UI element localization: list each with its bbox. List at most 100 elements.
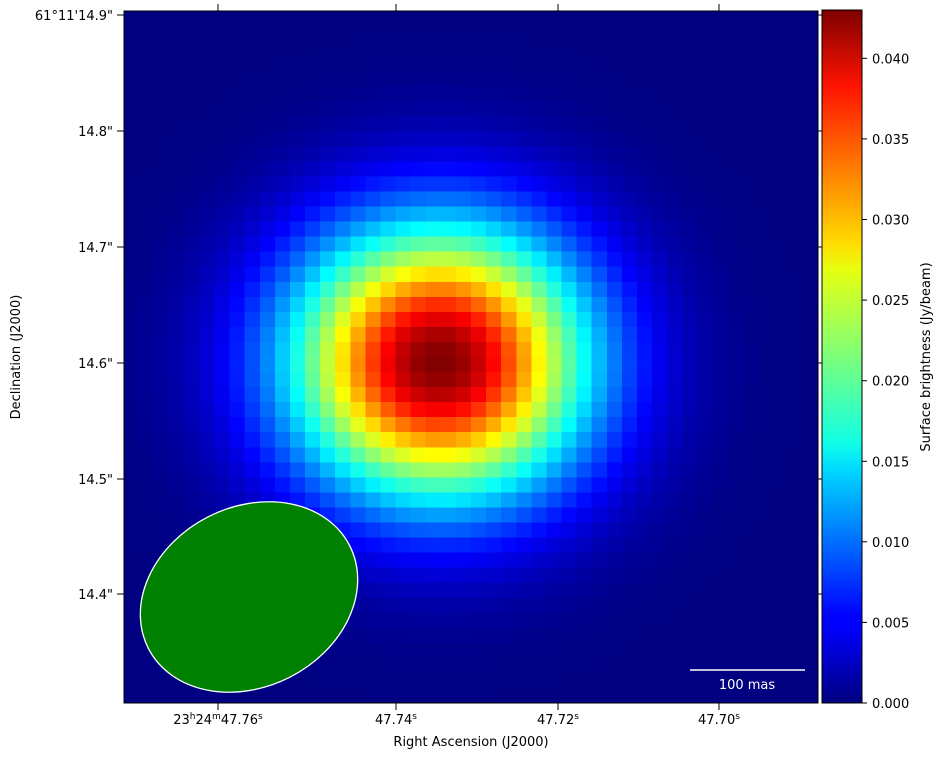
heatmap-cell [787, 642, 804, 659]
heatmap-cell [621, 387, 638, 403]
heatmap-cell [682, 672, 698, 689]
heatmap-cell [682, 341, 698, 358]
heatmap-cell [516, 221, 532, 238]
heatmap-cell [350, 311, 366, 328]
heatmap-cell [305, 447, 321, 463]
heatmap-cell [214, 417, 231, 433]
heatmap-cell [425, 567, 442, 584]
heatmap-cell [229, 161, 246, 178]
heatmap-cell [742, 191, 759, 208]
heatmap-cell [455, 522, 472, 539]
heatmap-cell [169, 26, 185, 42]
heatmap-cell [440, 687, 457, 703]
heatmap-cell [576, 71, 593, 87]
heatmap-cell [410, 417, 427, 433]
heatmap-cell [621, 627, 638, 644]
heatmap-cell [229, 266, 246, 283]
heatmap-cell [636, 462, 653, 478]
heatmap-cell [561, 507, 578, 524]
heatmap-cell [652, 597, 668, 614]
heatmap-cell [576, 552, 593, 569]
heatmap-cell [289, 131, 306, 147]
heatmap-cell [636, 71, 653, 87]
heatmap-cell [531, 522, 548, 539]
heatmap-cell [455, 56, 472, 72]
heatmap-cell [501, 402, 517, 418]
heatmap-cell [380, 56, 397, 72]
heatmap-cell [576, 161, 593, 178]
heatmap-cell [365, 26, 382, 42]
heatmap-cell [154, 341, 170, 358]
heatmap-cell [772, 492, 789, 509]
heatmap-cell [697, 597, 713, 614]
heatmap-cell [229, 341, 246, 358]
heatmap-cell [335, 311, 351, 328]
y-tick-label: 14.5" [78, 473, 113, 488]
heatmap-cell [501, 86, 517, 102]
heatmap-cell [471, 462, 487, 478]
heatmap-cell [425, 402, 442, 418]
heatmap-cell [546, 311, 563, 328]
heatmap-cell [546, 266, 563, 283]
heatmap-cell [667, 387, 683, 403]
heatmap-cell [410, 296, 427, 313]
heatmap-cell [697, 311, 713, 328]
heatmap-cell [425, 341, 442, 358]
heatmap-cell [802, 432, 818, 448]
heatmap-cell [350, 71, 366, 87]
heatmap-cell [606, 236, 623, 253]
heatmap-cell [531, 236, 548, 253]
heatmap-cell [546, 221, 563, 238]
heatmap-cell [229, 131, 246, 147]
heatmap-cell [727, 11, 744, 27]
heatmap-cell [636, 552, 653, 569]
heatmap-cell [757, 372, 774, 388]
heatmap-cell [757, 26, 774, 42]
heatmap-cell [742, 462, 759, 478]
heatmap-cell [259, 236, 276, 253]
heatmap-cell [531, 597, 548, 614]
heatmap-cell [772, 402, 789, 418]
heatmap-cell [380, 221, 397, 238]
heatmap-cell [425, 387, 442, 403]
heatmap-cell [274, 477, 291, 493]
heatmap-cell [335, 492, 351, 509]
heatmap-cell [621, 582, 638, 599]
heatmap-cell [772, 56, 789, 72]
heatmap-cell [727, 372, 744, 388]
heatmap-cell [350, 251, 366, 268]
heatmap-cell [576, 26, 593, 42]
heatmap-cell [682, 357, 698, 373]
heatmap-cell [425, 266, 442, 283]
heatmap-cell [229, 176, 246, 193]
heatmap-cell [365, 537, 382, 554]
heatmap-cell [320, 86, 336, 102]
heatmap-cell [229, 11, 246, 27]
heatmap-cell [787, 657, 804, 674]
heatmap-cell [440, 71, 457, 87]
heatmap-cell [305, 26, 321, 42]
heatmap-cell [531, 311, 548, 328]
heatmap-cell [335, 341, 351, 358]
heatmap-cell [591, 642, 608, 659]
x-axis [217, 4, 720, 710]
heatmap-cell [802, 281, 818, 298]
heatmap-cell [802, 582, 818, 599]
heatmap-cell [124, 387, 140, 403]
heatmap-cell [350, 296, 366, 313]
heatmap-cell [697, 11, 713, 27]
heatmap-cell [621, 161, 638, 178]
heatmap-cell [184, 507, 201, 524]
colorbar-tick-label: 0.030 [872, 214, 909, 229]
heatmap-cell [154, 522, 170, 539]
heatmap-cell [697, 26, 713, 42]
heatmap-cell [636, 86, 653, 102]
heatmap-cell [199, 71, 216, 87]
heatmap-cell [410, 627, 427, 644]
heatmap-cell [546, 116, 563, 132]
heatmap-cell [320, 672, 336, 689]
heatmap-cell [697, 627, 713, 644]
heatmap-cell [214, 176, 231, 193]
heatmap-cell [184, 447, 201, 463]
heatmap-cell [380, 357, 397, 373]
